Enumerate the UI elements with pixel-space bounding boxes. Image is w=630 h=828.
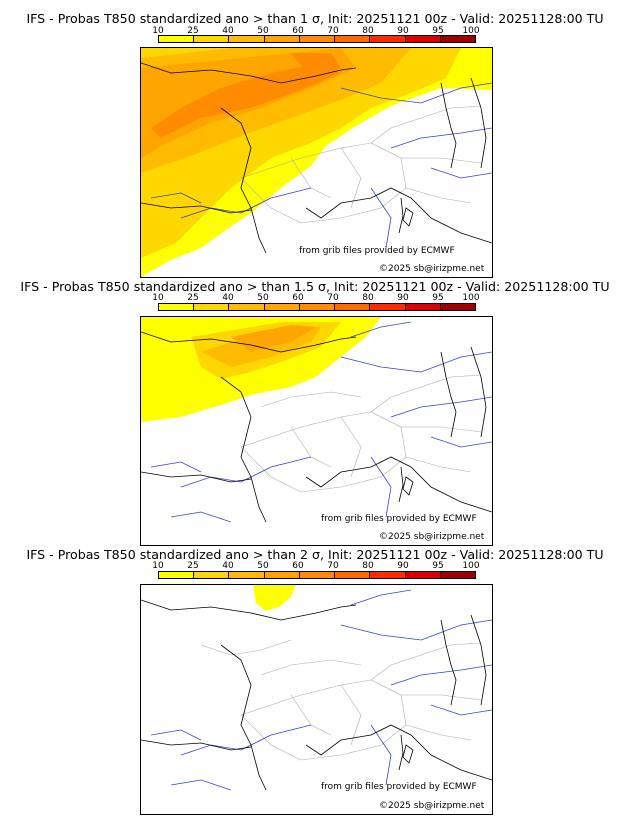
tick-label: 90: [397, 26, 409, 36]
tick-label: 70: [327, 26, 339, 36]
tick-label: 80: [362, 26, 374, 36]
tick-label: 25: [187, 293, 199, 303]
tick-label: 60: [292, 26, 304, 36]
probability-map: [141, 48, 492, 277]
colorbar-segment: [264, 572, 300, 578]
colorbar-segment: [405, 572, 441, 578]
tick-label: 10: [152, 293, 164, 303]
credit-ecmwf: from grib files provided by ECMWF: [321, 782, 477, 792]
panel-title: IFS - Probas T850 standardized ano > tha…: [26, 11, 604, 26]
map-frame: [140, 47, 493, 278]
colorbar-segment: [299, 572, 336, 578]
tick-label: 100: [462, 26, 480, 36]
tick-label: 50: [257, 26, 269, 36]
map-frame: [140, 584, 493, 815]
rivers: [150, 589, 492, 791]
prob-area-60b: [291, 53, 341, 78]
colorbar-segment: [299, 304, 336, 310]
tick-label: 60: [292, 561, 304, 571]
colorbar-segment: [194, 572, 230, 578]
coastlines: [141, 331, 492, 523]
credit-copyright: ©2025 sb@irizpme.net: [379, 264, 485, 274]
tick-label: 25: [187, 26, 199, 36]
tick-label: 80: [362, 561, 374, 571]
colorbar-segment: [440, 572, 475, 578]
colorbar-segment: [194, 304, 230, 310]
colorbar-segment: [159, 304, 195, 310]
tick-label: 100: [462, 561, 480, 571]
tick-label: 40: [222, 561, 234, 571]
colorbar-segment: [229, 36, 265, 42]
colorbar-segment: [264, 36, 300, 42]
probability-map: [141, 585, 492, 791]
colorbar: [158, 571, 476, 579]
colorbar-segment: [405, 304, 441, 310]
country-borders: [200, 639, 482, 761]
tick-label: 95: [432, 26, 444, 36]
colorbar-segment: [370, 304, 406, 310]
tick-label: 100: [462, 293, 480, 303]
colorbar-segment: [405, 36, 441, 42]
tick-label: 40: [222, 293, 234, 303]
colorbar-segment: [159, 36, 195, 42]
tick-label: 50: [257, 293, 269, 303]
tick-label: 90: [397, 561, 409, 571]
panel-title: IFS - Probas T850 standardized ano > tha…: [26, 547, 604, 562]
colorbar-segment: [370, 572, 406, 578]
probability-map: [141, 317, 492, 523]
colorbar-segment: [335, 304, 371, 310]
colorbar-segment: [335, 572, 371, 578]
map-frame: [140, 316, 493, 546]
tick-label: 90: [397, 293, 409, 303]
tick-label: 50: [257, 561, 269, 571]
coastlines: [141, 599, 492, 791]
credit-ecmwf: from grib files provided by ECMWF: [321, 514, 477, 524]
prob-area-60: [151, 63, 341, 138]
tick-label: 10: [152, 561, 164, 571]
colorbar-segment: [370, 36, 406, 42]
credit-copyright: ©2025 sb@irizpme.net: [379, 532, 485, 542]
country-borders: [240, 374, 482, 493]
colorbar-segment: [335, 36, 371, 42]
colorbar-segment: [194, 36, 230, 42]
coastlines: [141, 62, 492, 254]
rivers: [150, 82, 492, 249]
colorbar-segment: [299, 36, 336, 42]
tick-label: 40: [222, 26, 234, 36]
country-borders: [240, 105, 482, 224]
tick-label: 10: [152, 26, 164, 36]
tick-label: 60: [292, 293, 304, 303]
tick-label: 70: [327, 561, 339, 571]
colorbar-segment: [229, 572, 265, 578]
tick-label: 70: [327, 293, 339, 303]
credit-copyright: ©2025 sb@irizpme.net: [379, 801, 485, 811]
colorbar: [158, 303, 476, 311]
colorbar-segment: [229, 304, 265, 310]
colorbar-segment: [440, 304, 475, 310]
prob-area-10: [253, 585, 296, 611]
colorbar-segment: [264, 304, 300, 310]
tick-label: 95: [432, 561, 444, 571]
tick-label: 95: [432, 293, 444, 303]
tick-label: 80: [362, 293, 374, 303]
credit-ecmwf: from grib files provided by ECMWF: [299, 246, 455, 256]
colorbar-segment: [440, 36, 475, 42]
panel-title: IFS - Probas T850 standardized ano > tha…: [20, 279, 610, 294]
colorbar-segment: [159, 572, 195, 578]
colorbar: [158, 35, 476, 43]
rivers: [150, 321, 492, 523]
tick-label: 25: [187, 561, 199, 571]
